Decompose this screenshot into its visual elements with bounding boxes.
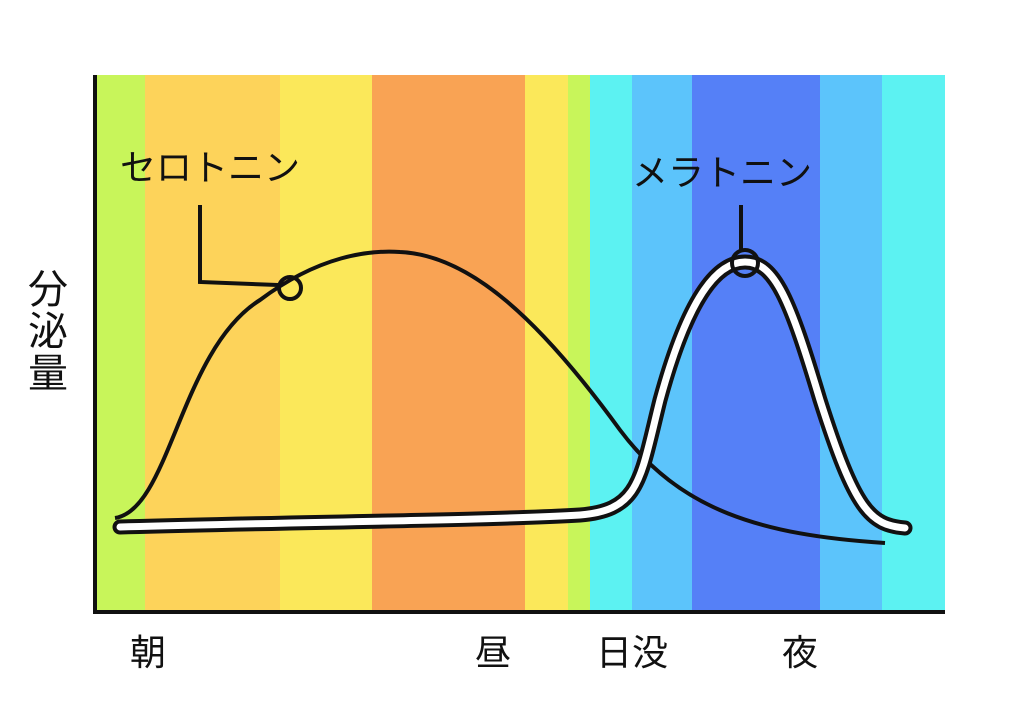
x-label: 日没 bbox=[596, 633, 668, 674]
band bbox=[525, 75, 568, 612]
melatonin-curve bbox=[116, 258, 909, 532]
x-label: 夜 bbox=[782, 633, 818, 674]
marker bbox=[277, 275, 303, 301]
x-label: 昼 bbox=[475, 633, 511, 674]
marker bbox=[730, 248, 760, 278]
curve-label: メラトニン bbox=[632, 153, 812, 194]
band bbox=[590, 75, 632, 612]
y-axis-label: 分泌量 bbox=[21, 268, 67, 394]
leader-line bbox=[198, 205, 279, 287]
band bbox=[372, 75, 525, 612]
band bbox=[568, 75, 590, 612]
x-label: 朝 bbox=[130, 633, 166, 674]
curve-label: セロトニン bbox=[120, 148, 300, 189]
serotonin-curve bbox=[114, 249, 886, 545]
band bbox=[820, 75, 882, 612]
